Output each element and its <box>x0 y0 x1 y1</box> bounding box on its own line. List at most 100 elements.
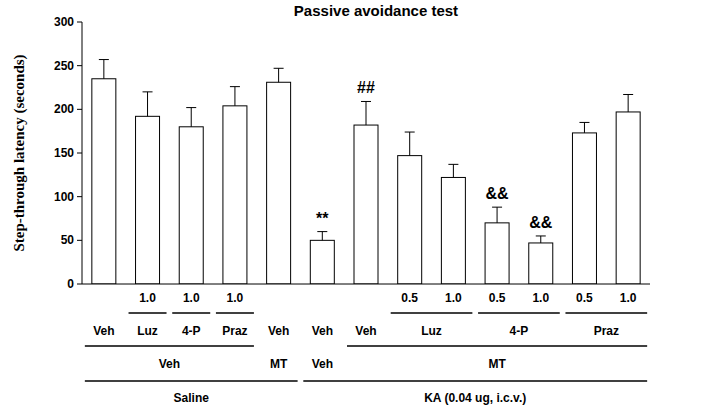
error-cap <box>317 231 327 232</box>
bars <box>92 60 640 284</box>
error-stem <box>453 164 454 177</box>
error-stem <box>234 87 235 106</box>
group-label: 4-P <box>182 324 201 338</box>
chart: Passive avoidance test Step-through laten… <box>0 0 716 418</box>
group-label: Veh <box>268 324 289 338</box>
error-cap <box>361 101 371 102</box>
error-stem <box>366 101 367 125</box>
y-tick-label: 200 <box>54 102 74 116</box>
y-tick-label: 150 <box>54 146 74 160</box>
error-bar <box>143 92 153 116</box>
bar <box>616 112 640 284</box>
bar <box>485 223 509 284</box>
group-label: MT <box>270 357 288 371</box>
group-label: Veh <box>159 357 180 371</box>
group-label: Luz <box>421 324 442 338</box>
error-bar <box>536 236 546 243</box>
error-stem <box>103 60 104 79</box>
y-tick <box>77 196 82 197</box>
group-line <box>85 380 298 382</box>
x-axis <box>82 284 650 285</box>
error-bar <box>361 101 371 125</box>
group-line <box>478 312 560 314</box>
y-tick <box>77 284 82 285</box>
group-label: Veh <box>312 357 333 371</box>
error-cap <box>492 207 502 208</box>
error-stem <box>191 108 192 127</box>
x-tick-label: 1.0 <box>620 291 637 305</box>
group-line <box>565 312 647 314</box>
bar <box>179 127 203 284</box>
y-tick <box>77 153 82 154</box>
x-tick-label: 0.5 <box>401 291 418 305</box>
x-tick-label: 0.5 <box>576 291 593 305</box>
group-line <box>172 312 210 314</box>
y-axis-label: Step-through latency (seconds) <box>11 54 28 251</box>
error-bar <box>405 132 415 156</box>
bar <box>441 177 465 284</box>
annotation: && <box>486 185 510 202</box>
annotation: ** <box>316 210 329 227</box>
error-stem <box>322 232 323 241</box>
group-line <box>85 345 254 347</box>
error-cap <box>448 164 458 165</box>
error-stem <box>278 68 279 82</box>
error-bar <box>448 164 458 177</box>
error-stem <box>540 236 541 243</box>
bar <box>398 156 422 284</box>
bar <box>572 133 596 284</box>
y-tick-label: 100 <box>54 190 74 204</box>
error-bar <box>317 232 327 241</box>
y-axis <box>82 22 83 284</box>
group-line <box>216 312 254 314</box>
error-cap <box>143 91 153 92</box>
error-cap <box>230 86 240 87</box>
x-tick-label: 1.0 <box>183 291 200 305</box>
error-bar <box>623 94 633 111</box>
group-label: 4-P <box>510 324 529 338</box>
error-bar <box>579 122 589 132</box>
bar <box>310 240 334 284</box>
group-label: MT <box>488 357 506 371</box>
error-stem <box>409 132 410 156</box>
bar <box>223 106 247 284</box>
error-bar <box>230 87 240 106</box>
group-label: KA (0.04 ug, i.c.v.) <box>424 391 526 405</box>
error-cap <box>536 235 546 236</box>
title: Passive avoidance test <box>294 2 458 19</box>
error-stem <box>497 207 498 223</box>
bar <box>267 82 291 284</box>
y-tick <box>77 109 82 110</box>
group-label: Luz <box>137 324 158 338</box>
y-tick <box>77 65 82 66</box>
error-cap <box>405 132 415 133</box>
y-tick-label: 50 <box>61 233 75 247</box>
annotation: ## <box>357 79 375 96</box>
group-label: Praz <box>222 324 247 338</box>
group-label: Veh <box>355 324 376 338</box>
error-stem <box>584 122 585 132</box>
error-cap <box>274 68 284 69</box>
error-bar <box>274 68 284 82</box>
y-tick <box>77 240 82 241</box>
error-cap <box>579 122 589 123</box>
x-tick-label: 1.0 <box>532 291 549 305</box>
y-tick-label: 300 <box>54 15 74 29</box>
group-line <box>129 312 167 314</box>
y-tick-label: 250 <box>54 59 74 73</box>
y-tick-label: 0 <box>67 277 74 291</box>
error-bar <box>186 108 196 127</box>
error-stem <box>628 94 629 111</box>
group-label: Praz <box>594 324 619 338</box>
bar <box>529 243 553 284</box>
group-label: Veh <box>93 324 114 338</box>
error-bar <box>99 60 109 79</box>
bar <box>136 116 160 284</box>
error-stem <box>147 92 148 116</box>
x-tick-label: 1.0 <box>227 291 244 305</box>
error-cap <box>186 107 196 108</box>
y-tick <box>77 22 82 23</box>
group-line <box>303 380 647 382</box>
x-tick-label: 1.0 <box>445 291 462 305</box>
group-line <box>391 312 473 314</box>
